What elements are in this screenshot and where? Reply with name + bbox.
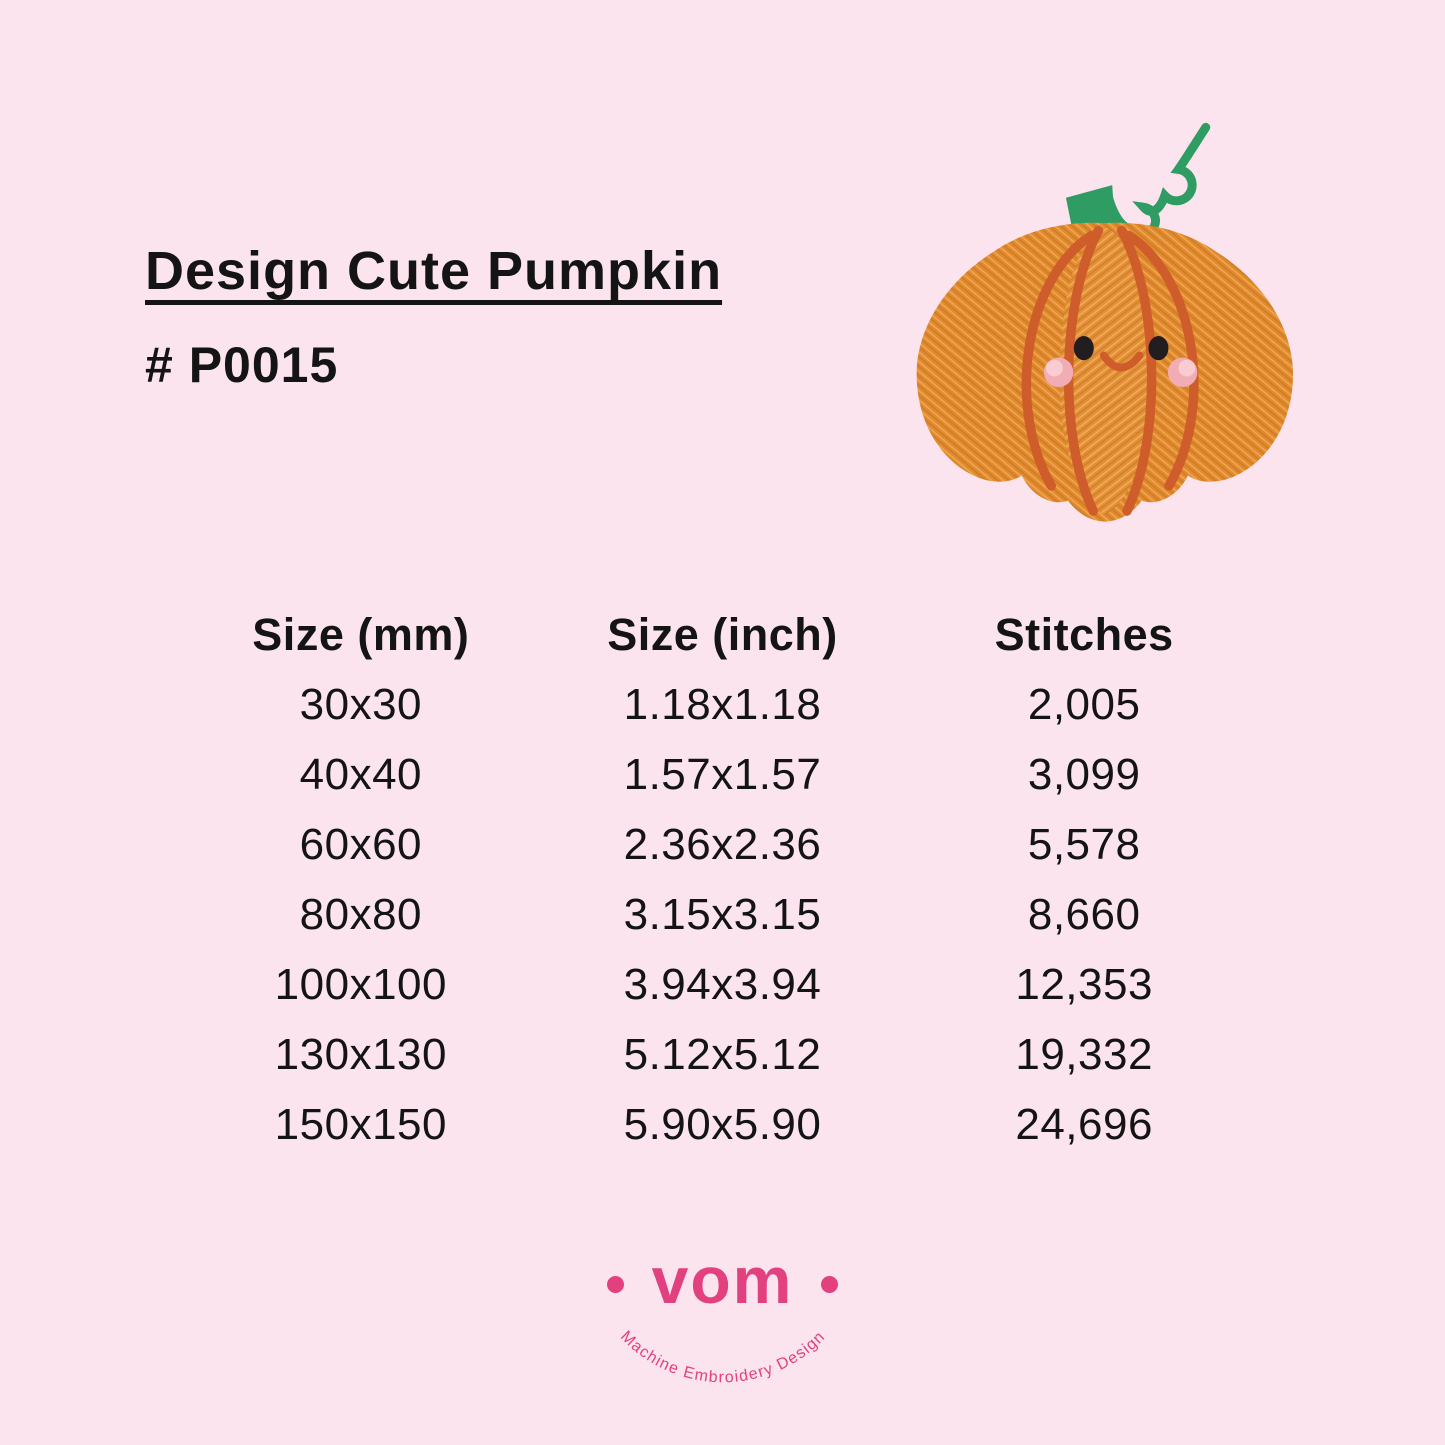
table-header-row: Size (mm) Size (inch) Stitches: [180, 600, 1265, 670]
svg-text:Machine Embroidery Design: Machine Embroidery Design: [617, 1328, 829, 1386]
cell-size-mm: 100x100: [274, 960, 447, 1009]
brand-logo: vom Machine Embroidery Design: [0, 1243, 1445, 1424]
cell-stitches: 12,353: [1015, 960, 1153, 1009]
table-row: 150x150 5.90x5.90 24,696: [180, 1090, 1265, 1160]
cell-size-inch: 1.57x1.57: [623, 750, 822, 799]
cell-stitches: 2,005: [1027, 680, 1141, 729]
cell-size-inch: 2.36x2.36: [623, 820, 822, 869]
table-header-size-mm: Size (mm): [252, 609, 470, 660]
brand-dot-right-icon: [821, 1275, 839, 1293]
cell-size-inch: 3.15x3.15: [623, 890, 822, 939]
table-row: 60x60 2.36x2.36 5,578: [180, 810, 1265, 880]
cell-size-inch: 5.12x5.12: [623, 1030, 822, 1079]
brand-tagline-arc: Machine Embroidery Design: [617, 1328, 829, 1386]
brand-row: vom: [0, 1243, 1445, 1320]
brand-dot-left-icon: [606, 1275, 624, 1293]
table-header-size-inch: Size (inch): [607, 609, 838, 660]
brand-name: vom: [651, 1243, 794, 1317]
design-number: # P0015: [145, 337, 339, 393]
table-row: 130x130 5.12x5.12 19,332: [180, 1020, 1265, 1090]
cell-size-mm: 60x60: [299, 820, 423, 869]
cell-size-inch: 3.94x3.94: [623, 960, 822, 1009]
table-header-stitches: Stitches: [994, 609, 1174, 660]
table-row: 40x40 1.57x1.57 3,099: [180, 740, 1265, 810]
cell-size-inch: 5.90x5.90: [623, 1100, 822, 1149]
pumpkin-front-segment: [1059, 227, 1151, 516]
cell-stitches: 19,332: [1015, 1030, 1153, 1079]
cell-size-mm: 80x80: [299, 890, 423, 939]
pumpkin-eye-right: [1148, 336, 1169, 361]
table-row: 80x80 3.15x3.15 8,660: [180, 880, 1265, 950]
pumpkin-embroidery-image: [908, 120, 1308, 530]
cell-size-inch: 1.18x1.18: [623, 680, 822, 729]
cell-size-mm: 40x40: [299, 750, 423, 799]
design-title: Design Cute Pumpkin: [145, 241, 723, 301]
cell-size-mm: 150x150: [274, 1100, 447, 1149]
pumpkin-cheek-right-highlight: [1178, 359, 1196, 377]
cell-stitches: 3,099: [1027, 750, 1141, 799]
table-row: 100x100 3.94x3.94 12,353: [180, 950, 1265, 1020]
pumpkin-cheek-left-highlight: [1045, 359, 1063, 377]
size-table: Size (mm) Size (inch) Stitches 30x30 1.1…: [180, 600, 1265, 1160]
cell-stitches: 8,660: [1027, 890, 1141, 939]
header: Design Cute Pumpkin # P0015: [145, 240, 722, 394]
cell-size-mm: 30x30: [299, 680, 423, 729]
table-row: 30x30 1.18x1.18 2,005: [180, 670, 1265, 740]
pumpkin-smile: [1099, 351, 1144, 372]
pumpkin-face: [1043, 336, 1198, 388]
cell-stitches: 24,696: [1015, 1100, 1153, 1149]
pumpkin-vine: [1103, 122, 1211, 239]
cell-size-mm: 130x130: [274, 1030, 447, 1079]
pumpkin-eye-left: [1073, 336, 1094, 361]
brand-tagline: Machine Embroidery Design: [617, 1328, 828, 1386]
cell-stitches: 5,578: [1027, 820, 1141, 869]
